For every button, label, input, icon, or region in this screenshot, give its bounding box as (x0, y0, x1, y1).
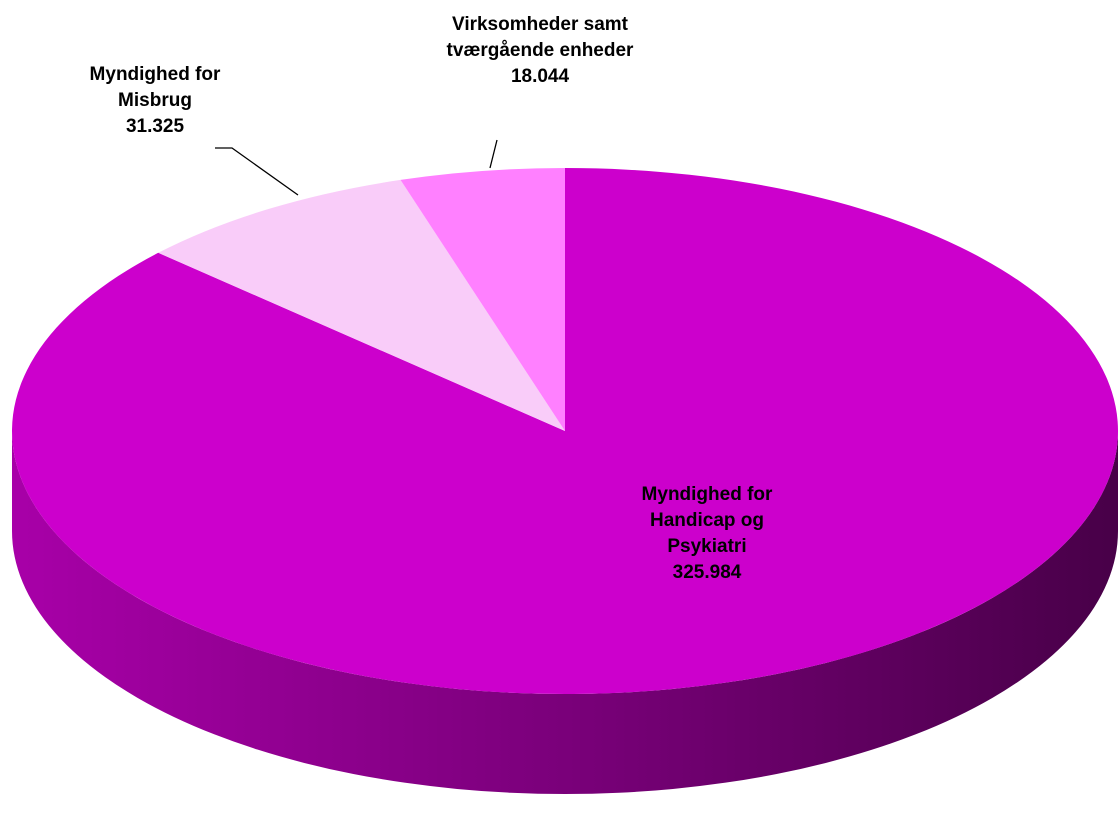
slice-label: Myndighed for Handicap og Psykiatri 325.9… (612, 482, 802, 586)
leader-line (215, 147, 299, 196)
leader-line (489, 139, 498, 169)
pie-sides (12, 431, 1118, 794)
value-label: 31.325 (125, 116, 185, 137)
slice-side (12, 431, 1118, 794)
slice-label: Virksomheder samt tværgående enheder 18.0… (440, 12, 640, 90)
slice (158, 179, 566, 431)
value-label: 325.984 (672, 562, 742, 583)
slice-label: Myndighed for Misbrug 31.325 (75, 62, 235, 140)
pie-tops (12, 168, 1118, 694)
slice (12, 168, 1118, 694)
value-label: 18.044 (510, 66, 570, 87)
category-label: Virksomheder samt tværgående enheder (446, 14, 634, 61)
slice (400, 168, 565, 431)
category-label: Myndighed for Handicap og Psykiatri (641, 484, 773, 557)
category-label: Myndighed for Misbrug (89, 64, 221, 111)
